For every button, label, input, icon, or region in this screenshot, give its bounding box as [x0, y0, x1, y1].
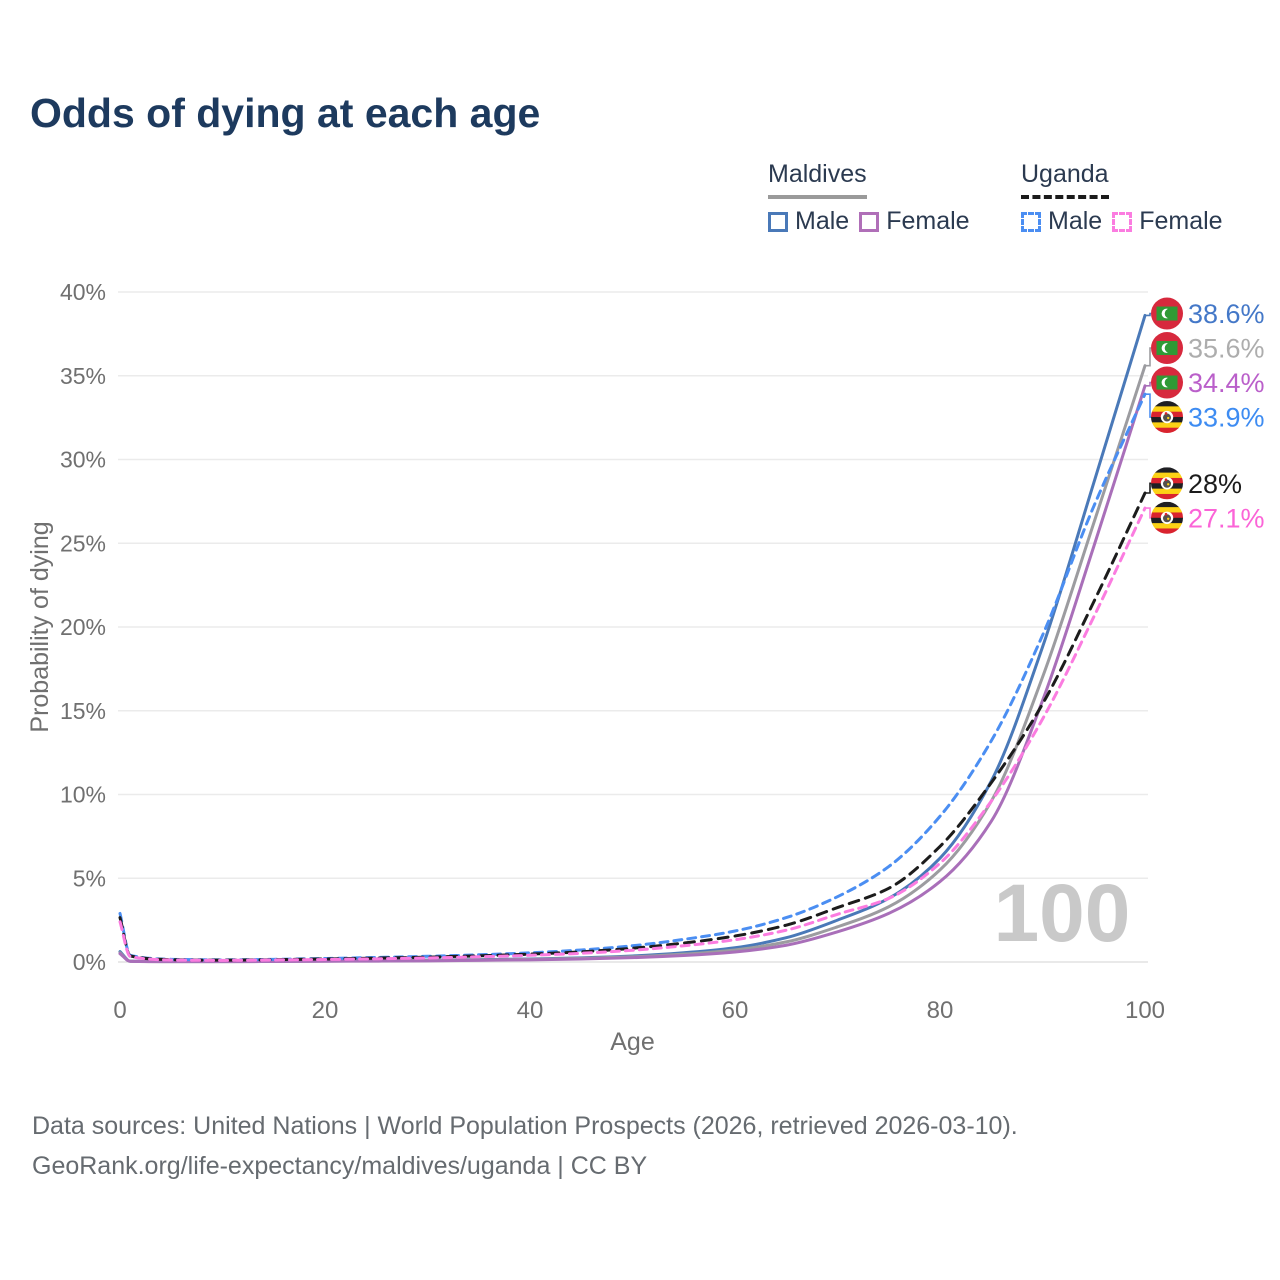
uganda-female-swatch-icon: [1112, 211, 1133, 232]
x-tick-label: 40: [517, 997, 544, 1024]
y-tick-label: 30%: [60, 447, 106, 473]
flag-icon-maldives: [1151, 297, 1183, 330]
legend-item-uganda-male[interactable]: Male: [1021, 207, 1102, 236]
series-line-uganda-male[interactable]: [118, 392, 1147, 962]
y-tick-label: 20%: [60, 614, 106, 640]
legend-label: Female: [1139, 207, 1223, 235]
maldives-female-swatch-icon: [859, 211, 880, 232]
y-tick-label: 25%: [60, 530, 106, 556]
age-watermark: 100: [994, 868, 1131, 959]
end-value-label-maldives-male: 38.6%: [1188, 299, 1265, 329]
label-leader-line: [1145, 312, 1151, 317]
legend-label: Male: [795, 207, 850, 235]
x-axis-title: Age: [610, 1028, 654, 1056]
flag-icon-uganda: [1151, 401, 1183, 434]
label-leader-line: [1145, 393, 1151, 418]
uganda-male-swatch-icon: [1021, 211, 1041, 232]
legend-item-maldives-male[interactable]: Male: [768, 207, 849, 236]
y-axis-title: Probability of dying: [26, 521, 54, 732]
legend-country-maldives[interactable]: Maldives: [768, 160, 867, 199]
label-leader-line: [1145, 381, 1151, 387]
legend-label: Female: [886, 207, 970, 235]
flag-icon-uganda: [1151, 467, 1183, 500]
maldives-male-swatch-icon: [768, 211, 788, 232]
flag-icon-maldives: [1151, 332, 1183, 365]
series-line-maldives-both-sexes[interactable]: [118, 364, 1147, 964]
flag-icon-uganda: [1151, 501, 1183, 534]
flag-icon-maldives: [1151, 366, 1183, 399]
label-leader-line: [1145, 507, 1151, 519]
label-leader-line: [1145, 482, 1151, 494]
footer-data-sources: Data sources: United Nations | World Pop…: [32, 1112, 1018, 1140]
legend: Maldives Male Female Uganda Male: [0, 160, 1280, 240]
legend-row-uganda: Male Female: [1021, 207, 1223, 236]
series-line-uganda-both-sexes[interactable]: [118, 491, 1147, 962]
legend-country-uganda[interactable]: Uganda: [1021, 160, 1109, 199]
legend-item-uganda-female[interactable]: Female: [1112, 207, 1223, 236]
end-value-label-maldives-female: 34.4%: [1188, 368, 1265, 398]
y-tick-label: 10%: [60, 782, 106, 808]
x-tick-label: 0: [113, 997, 126, 1024]
y-tick-label: 40%: [60, 279, 106, 305]
label-leader-line: [1145, 347, 1151, 367]
y-tick-label: 35%: [60, 363, 106, 389]
y-tick-label: 0%: [73, 949, 106, 975]
end-value-label-uganda-male: 33.9%: [1188, 403, 1265, 433]
end-value-label-maldives-both-sexes: 35.6%: [1188, 334, 1265, 364]
footer: Data sources: United Nations | World Pop…: [32, 1106, 1018, 1186]
page-title: Odds of dying at each age: [30, 90, 541, 136]
x-tick-label: 100: [1125, 997, 1165, 1024]
legend-label: Male: [1048, 207, 1103, 235]
series-line-maldives-male[interactable]: [118, 313, 1147, 963]
y-tick-label: 5%: [73, 865, 106, 891]
end-value-label-uganda-both-sexes: 28%: [1188, 469, 1242, 499]
y-tick-label: 15%: [60, 698, 106, 724]
legend-group-uganda: Uganda Male Female: [1021, 160, 1223, 236]
series-line-maldives-female[interactable]: [118, 384, 1147, 964]
legend-group-maldives: Maldives Male Female: [768, 160, 970, 236]
legend-item-maldives-female[interactable]: Female: [859, 207, 970, 236]
x-tick-label: 60: [722, 997, 749, 1024]
end-value-label-uganda-female: 27.1%: [1188, 503, 1265, 533]
x-tick-label: 20: [312, 997, 339, 1024]
footer-attribution-link[interactable]: GeoRank.org/life-expectancy/maldives/uga…: [32, 1152, 648, 1180]
series-line-uganda-female[interactable]: [118, 506, 1147, 962]
x-tick-label: 80: [927, 997, 954, 1024]
legend-row-maldives: Male Female: [768, 207, 970, 236]
